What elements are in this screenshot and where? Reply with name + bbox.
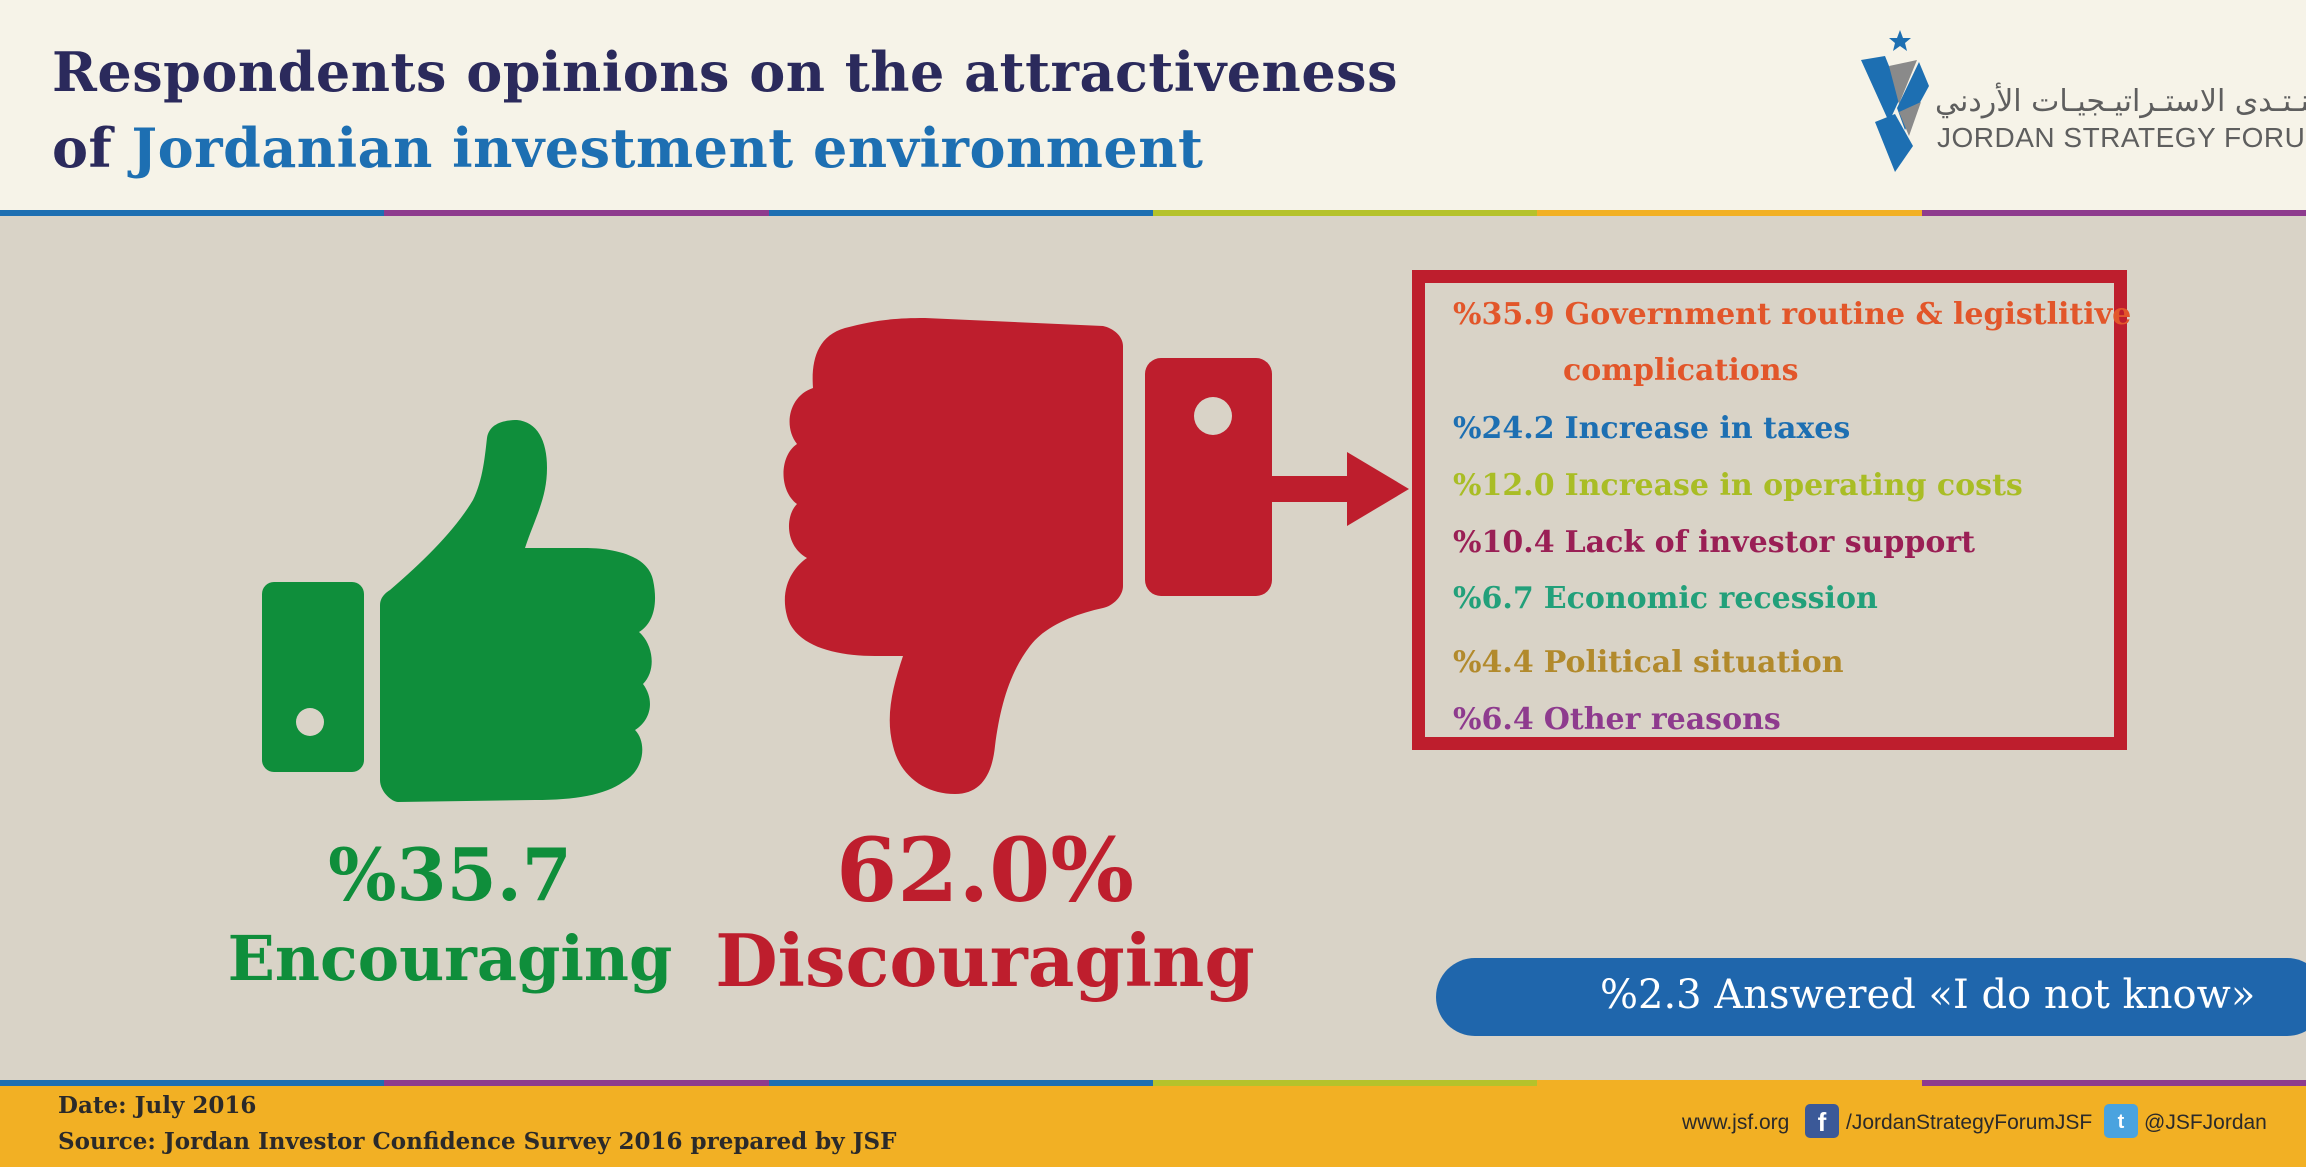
encouraging-percent: %35.7 [328, 832, 572, 917]
color-stripe-bottom [0, 1080, 2306, 1086]
title-prefix: of [52, 116, 132, 180]
dont-know-banner [1436, 958, 2306, 1036]
page-title-line-1: Respondents opinions on the attractivene… [52, 40, 1398, 104]
stripe-segment [384, 1080, 769, 1086]
stripe-segment [1537, 210, 1922, 216]
twitter-icon[interactable]: t [2104, 1104, 2138, 1138]
stripe-segment [384, 210, 769, 216]
reason-percent: %10.4 [1453, 525, 1555, 560]
reason-label-continued: complications [1563, 353, 1799, 388]
reason-percent: %6.7 [1453, 581, 1534, 616]
stripe-segment [1921, 210, 2306, 216]
arrow-right-icon [1265, 452, 1409, 526]
reason-percent: %6.4 [1453, 702, 1534, 737]
reason-label: Economic recession [1543, 581, 1878, 616]
footer-website-link[interactable]: www.jsf.org [1682, 1111, 1790, 1134]
reason-item: %4.4 Political situation [1453, 645, 1844, 680]
dont-know-text: %2.3 Answered «I do not know» [1600, 972, 2256, 1018]
reason-percent: %35.9 [1453, 297, 1555, 332]
reason-label: Political situation [1543, 645, 1844, 680]
reason-item: %6.4 Other reasons [1453, 702, 1781, 737]
reason-label: Lack of investor support [1564, 525, 1976, 560]
reason-item: %10.4 Lack of investor support [1453, 525, 1975, 560]
reason-percent: %4.4 [1453, 645, 1534, 680]
reason-label: Government routine & legistlitive [1564, 297, 2132, 332]
footer [0, 1086, 2306, 1167]
facebook-icon[interactable]: f [1805, 1104, 1839, 1138]
header: Respondents opinions on the attractivene… [0, 0, 2306, 212]
stripe-segment [0, 210, 385, 216]
logo-arabic-name: منـتـدى الاستـراتيـجيـات الأردني [1935, 84, 2306, 119]
reason-item: %12.0 Increase in operating costs [1453, 468, 2023, 503]
stripe-segment [768, 1080, 1153, 1086]
page-title-line-2: of Jordanian investment environment [52, 116, 1203, 180]
reason-label: Increase in operating costs [1564, 468, 2023, 503]
discouraging-percent: 62.0% [836, 818, 1134, 922]
reason-percent: %12.0 [1453, 468, 1555, 503]
stripe-segment [1152, 210, 1538, 216]
footer-facebook-link[interactable]: /JordanStrategyForumJSF [1846, 1111, 2093, 1134]
discouraging-label: Discouraging [715, 918, 1255, 1003]
color-stripe-top [0, 210, 2306, 216]
reason-label: Increase in taxes [1564, 411, 1851, 446]
stripe-segment [768, 210, 1153, 216]
reason-item: %35.9 Government routine & legistlitive [1453, 297, 2131, 332]
stripe-segment [1152, 1080, 1538, 1086]
stripe-segment [1537, 1080, 1922, 1086]
encouraging-label: Encouraging [227, 922, 673, 995]
reason-percent: %24.2 [1453, 411, 1555, 446]
footer-twitter-link[interactable]: @JSFJordan [2144, 1111, 2267, 1134]
thumbs-up-icon [262, 420, 656, 802]
jsf-logo-icon [1861, 30, 1929, 172]
reason-item: %24.2 Increase in taxes [1453, 411, 1850, 446]
stripe-segment [1921, 1080, 2306, 1086]
title-highlight: Jordanian investment environment [131, 116, 1204, 180]
thumbs-down-icon [783, 318, 1272, 794]
footer-source: Source: Jordan Investor Confidence Surve… [58, 1128, 897, 1155]
reason-item: %6.7 Economic recession [1453, 581, 1878, 616]
stripe-segment [0, 1080, 385, 1086]
reason-label: Other reasons [1543, 702, 1781, 737]
logo-english-name: JORDAN STRATEGY FORUM [1937, 122, 2306, 153]
discouraging-reasons-box: %35.9 Government routine & legistlitive co… [1412, 270, 2131, 750]
footer-date: Date: July 2016 [58, 1092, 257, 1119]
